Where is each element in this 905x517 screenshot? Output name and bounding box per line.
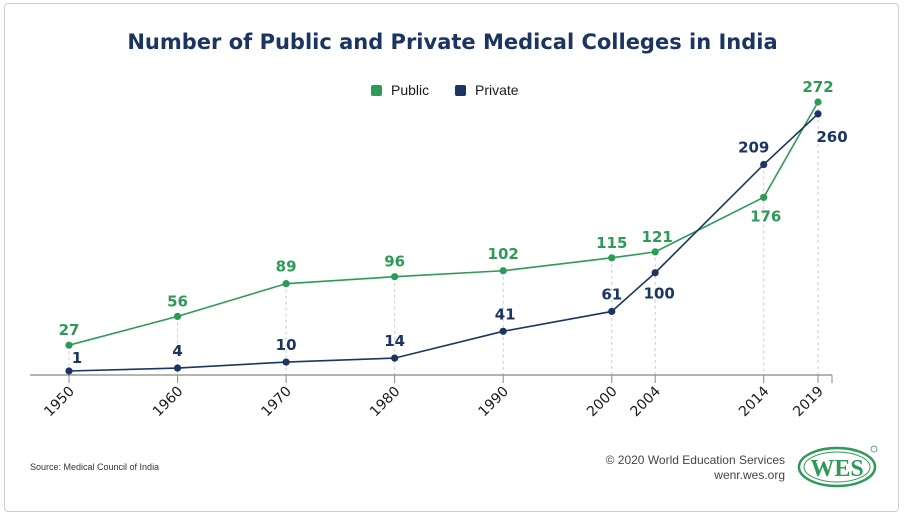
label-public-2000: 115 (596, 234, 627, 252)
label-public-2019: 272 (802, 78, 833, 96)
point-public-2014 (760, 193, 768, 201)
label-private-1960: 4 (172, 342, 182, 360)
point-private-1990 (499, 327, 507, 335)
point-private-2004 (651, 269, 659, 277)
point-private-1950 (65, 367, 73, 375)
point-public-2004 (651, 248, 659, 256)
label-public-2014: 176 (750, 207, 781, 225)
label-public-1980: 96 (384, 253, 405, 271)
point-public-1990 (499, 267, 507, 275)
point-public-1950 (65, 341, 73, 349)
legend-label-private: Private (475, 82, 519, 98)
x-tick-label-1950: 1950 (41, 384, 78, 421)
x-tick-label-1980: 1980 (367, 384, 404, 421)
point-private-2014 (760, 160, 768, 169)
point-public-2000 (608, 254, 616, 262)
x-axis: 1950 1960 1970 1980 1990 2000 2004 2014 2019 (30, 374, 833, 421)
point-public-1980 (391, 273, 399, 281)
label-public-2004: 121 (642, 228, 673, 246)
label-public-1950: 27 (59, 321, 80, 339)
series-lines (68, 101, 819, 372)
source-note: Source: Medical Council of India (30, 462, 160, 472)
data-points (65, 98, 822, 375)
label-public-1990: 102 (488, 245, 519, 263)
label-private-1990: 41 (495, 305, 516, 323)
x-tick-label-1970: 1970 (258, 384, 295, 421)
point-private-2019 (814, 110, 822, 118)
website-url: wenr.wes.org (714, 468, 785, 482)
label-private-2019: 260 (816, 128, 847, 146)
point-private-1980 (391, 354, 399, 362)
wes-logo: WES (797, 445, 878, 488)
label-private-1980: 14 (384, 332, 405, 350)
point-private-1970 (282, 358, 290, 366)
x-tick-label-1990: 1990 (476, 384, 513, 421)
point-public-1960 (173, 312, 182, 321)
dashed-guide-lines (68, 102, 819, 375)
x-tick-label-2019: 2019 (790, 384, 827, 421)
x-tick-label-2004: 2004 (627, 383, 664, 420)
point-private-1960 (173, 364, 182, 372)
legend: Public Private (371, 82, 519, 98)
legend-label-public: Public (391, 82, 429, 98)
label-private-2004: 100 (644, 285, 675, 303)
logo-text: WES (810, 456, 863, 482)
registered-mark-icon (870, 445, 878, 453)
legend-swatch-public (371, 85, 382, 96)
chart-title: Number of Public and Private Medical Col… (127, 30, 778, 54)
label-private-1950: 1 (72, 349, 82, 367)
point-public-1970 (282, 280, 290, 288)
point-private-2000 (608, 307, 616, 316)
point-public-2019 (814, 98, 822, 106)
x-tick-label-1960: 1960 (150, 384, 187, 421)
label-private-1970: 10 (276, 336, 297, 354)
label-private-2014: 209 (738, 139, 769, 157)
x-tick-label-2014: 2014 (736, 383, 773, 420)
legend-swatch-private (455, 85, 466, 96)
x-tick-label-2000: 2000 (584, 384, 621, 421)
chart-frame (4, 3, 899, 512)
label-private-2000: 61 (601, 285, 622, 303)
series-line-private (68, 113, 819, 372)
label-public-1960: 56 (167, 292, 188, 310)
copyright-block: © 2020 World Education Services wenr.wes… (606, 453, 785, 483)
copyright-text: © 2020 World Education Services (605, 453, 785, 467)
label-public-1970: 89 (276, 258, 297, 276)
